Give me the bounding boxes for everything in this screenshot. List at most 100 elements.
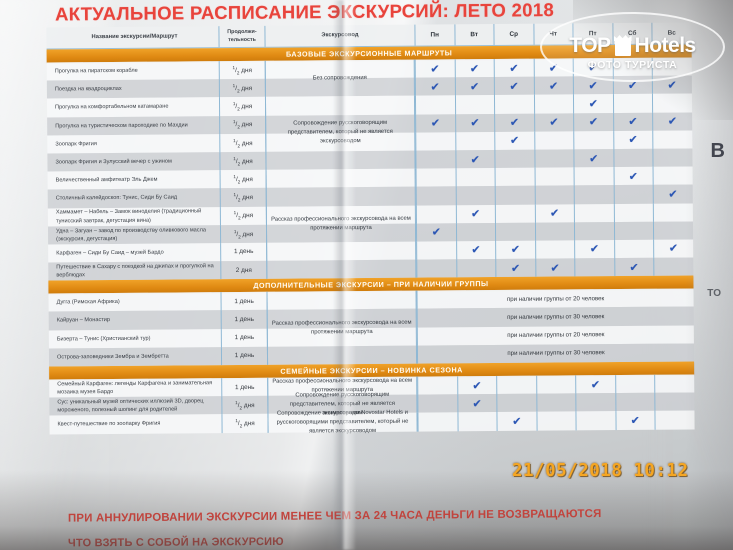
day-cell-Пн[interactable] [417, 412, 458, 432]
day-cell-Вт[interactable]: ✔ [454, 149, 495, 169]
day-cell-Сб[interactable] [614, 392, 655, 412]
day-cell-Пт[interactable] [575, 411, 616, 430]
day-cell-Чт[interactable] [534, 222, 575, 241]
day-cell-Сб[interactable]: ✔ [613, 166, 653, 186]
day-cell-Вс[interactable] [651, 93, 692, 113]
day-cell-Вс[interactable] [654, 392, 694, 412]
day-cell-Вс[interactable] [652, 202, 693, 222]
day-cell-Чт[interactable]: ✔ [534, 258, 575, 277]
day-cell-Сб[interactable] [612, 148, 653, 168]
tophotels-watermark: TOP Hotels ФОТО ТУРИСТА [540, 12, 725, 82]
day-cell-Вс[interactable]: ✔ [652, 184, 693, 204]
day-cell-Ср[interactable]: ✔ [493, 76, 534, 96]
day-cell-Ср[interactable]: ✔ [493, 58, 534, 78]
day-cell-Пн[interactable] [415, 204, 456, 224]
day-cell-Пт[interactable] [573, 130, 613, 150]
day-cell-Вт[interactable] [454, 131, 495, 151]
day-cell-Пт[interactable]: ✔ [574, 239, 614, 259]
day-cell-Чт[interactable]: ✔ [534, 203, 574, 223]
day-cell-Вт[interactable] [455, 186, 495, 205]
day-cell-Сб[interactable]: ✔ [613, 257, 654, 277]
day-cell-Вт[interactable]: ✔ [454, 59, 494, 78]
day-cell-Пн[interactable] [415, 168, 456, 187]
day-cell-Сб[interactable] [613, 239, 654, 259]
day-cell-Ср[interactable]: ✔ [495, 258, 535, 278]
day-cell-Ср[interactable]: ✔ [495, 240, 535, 260]
day-cell-Вс[interactable] [654, 374, 694, 393]
day-cell-Вс[interactable] [652, 221, 693, 240]
day-cell-Чт[interactable] [534, 167, 574, 187]
day-cell-Ср[interactable] [496, 375, 536, 395]
day-cell-Пн[interactable] [417, 394, 457, 414]
day-cell-Пт[interactable] [574, 258, 614, 277]
day-cell-Пн[interactable]: ✔ [414, 77, 455, 97]
day-cell-Пн[interactable] [414, 95, 455, 115]
day-cell-Вт[interactable]: ✔ [454, 113, 495, 133]
day-cell-Чт[interactable] [535, 375, 576, 394]
day-cell-Вт[interactable]: ✔ [456, 376, 497, 395]
day-cell-Чт[interactable] [533, 149, 574, 168]
day-cell-Сб[interactable] [613, 185, 653, 204]
day-cell-Пн[interactable] [415, 150, 456, 169]
day-cell-Чт[interactable] [534, 240, 575, 259]
day-cell-Пт[interactable]: ✔ [572, 94, 613, 113]
day-cell-Вс[interactable]: ✔ [653, 239, 693, 258]
day-cell-Пт[interactable] [573, 167, 614, 186]
day-cell-Вт[interactable]: ✔ [456, 394, 497, 413]
day-cell-Чт[interactable]: ✔ [533, 112, 574, 132]
day-cell-Сб[interactable] [613, 221, 654, 240]
day-cell-Ср[interactable]: ✔ [496, 412, 537, 431]
day-cell-Сб[interactable] [614, 374, 655, 394]
day-cell-Ср[interactable] [494, 186, 535, 205]
day-cell-Вс[interactable] [653, 257, 693, 277]
day-cell-Чт[interactable] [535, 393, 576, 413]
day-cell-Сб[interactable] [612, 94, 653, 113]
day-cell-Ср[interactable] [494, 204, 535, 223]
day-cell-Вт[interactable]: ✔ [454, 77, 494, 96]
day-cell-Вт[interactable] [455, 259, 496, 278]
day-cell-Ср[interactable] [494, 222, 535, 241]
day-cell-Пн[interactable]: ✔ [415, 223, 456, 242]
day-cell-Пн[interactable] [415, 132, 455, 151]
day-cell-Пт[interactable] [573, 185, 614, 204]
day-cell-Вт[interactable] [455, 168, 495, 187]
day-cell-Пт[interactable]: ✔ [573, 112, 613, 132]
day-cell-Пт[interactable] [573, 221, 614, 241]
day-cell-Пт[interactable]: ✔ [573, 149, 614, 168]
day-cell-Пн[interactable] [417, 376, 457, 395]
day-cell-Вт[interactable] [456, 412, 497, 431]
excursion-name: Поездка на квадроциклах [54, 86, 122, 93]
day-cell-Сб[interactable]: ✔ [612, 130, 653, 150]
day-cell-Чт[interactable] [533, 131, 574, 150]
day-cell-Чт[interactable] [533, 94, 574, 114]
day-cell-Вт[interactable]: ✔ [455, 240, 496, 260]
day-cell-Пн[interactable]: ✔ [414, 59, 455, 78]
day-cell-Сб[interactable]: ✔ [612, 112, 653, 131]
day-cell-Вт[interactable] [455, 222, 496, 242]
day-cell-Чт[interactable] [535, 411, 576, 431]
day-cell-Пт[interactable] [575, 393, 615, 412]
day-cell-Вт[interactable] [454, 95, 495, 114]
day-cell-Пт[interactable] [573, 203, 614, 223]
day-cell-Вс[interactable]: ✔ [652, 112, 692, 131]
day-cell-Вс[interactable] [652, 166, 693, 186]
day-cell-Сб[interactable] [613, 203, 653, 222]
day-cell-Вс[interactable] [654, 410, 695, 430]
day-cell-Ср[interactable] [494, 167, 535, 187]
day-cell-Ср[interactable]: ✔ [494, 131, 534, 150]
day-cell-Ср[interactable] [494, 149, 535, 169]
day-cell-Ср[interactable] [493, 95, 534, 114]
day-cell-Пн[interactable] [416, 259, 456, 278]
day-cell-Пн[interactable]: ✔ [415, 113, 455, 133]
day-cell-Ср[interactable] [496, 393, 536, 413]
day-cell-Пн[interactable] [415, 186, 456, 206]
day-cell-Чт[interactable] [534, 185, 574, 205]
day-cell-Вт[interactable]: ✔ [455, 204, 495, 224]
day-cell-Пн[interactable] [416, 241, 456, 260]
day-cell-Сб[interactable]: ✔ [614, 411, 655, 430]
day-cell-Вс[interactable] [652, 130, 692, 149]
day-cell-Пт[interactable]: ✔ [575, 375, 615, 394]
check-icon: ✔ [471, 243, 481, 257]
day-cell-Ср[interactable]: ✔ [494, 113, 534, 132]
day-cell-Вс[interactable] [652, 148, 693, 167]
